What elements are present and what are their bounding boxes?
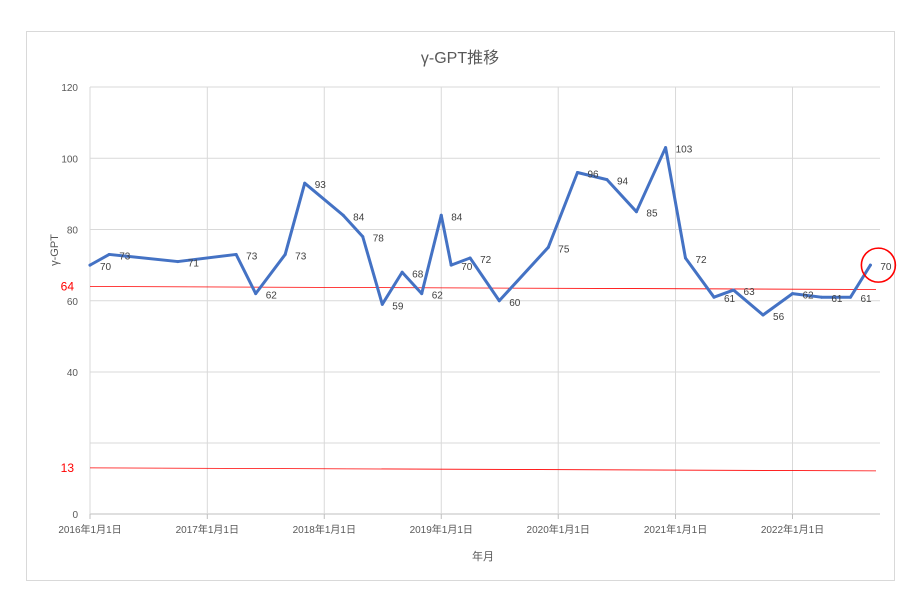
reference-line-label: 64 <box>61 280 75 294</box>
data-point <box>176 260 180 264</box>
data-point <box>88 263 92 267</box>
data-label: 93 <box>315 180 327 191</box>
data-point <box>868 263 872 267</box>
x-tick-label: 2016年1月1日 <box>58 523 121 536</box>
y-tick-label: 60 <box>67 297 79 308</box>
data-point <box>303 181 307 185</box>
data-point <box>819 295 823 299</box>
data-label: 68 <box>412 269 424 280</box>
data-point <box>791 292 795 296</box>
data-point <box>361 235 365 239</box>
data-label: 60 <box>509 298 521 309</box>
y-tick-label: 100 <box>61 154 78 165</box>
data-label: 73 <box>246 251 258 262</box>
data-point <box>468 256 472 260</box>
data-label: 59 <box>392 301 404 312</box>
data-point <box>107 252 111 256</box>
chart-title: γ-GPT推移 <box>421 49 499 67</box>
x-tick-label: 2020年1月1日 <box>527 523 590 536</box>
y-tick-label: 0 <box>72 510 78 521</box>
data-point <box>380 302 384 306</box>
data-point <box>683 256 687 260</box>
x-tick-label: 2018年1月1日 <box>293 523 356 536</box>
data-point <box>420 292 424 296</box>
data-point <box>497 299 501 303</box>
data-point <box>254 292 258 296</box>
x-axis-label: 年月 <box>472 549 494 563</box>
data-point <box>400 270 404 274</box>
data-label: 94 <box>617 177 629 188</box>
data-label: 70 <box>461 262 473 273</box>
data-point <box>283 252 287 256</box>
data-point <box>341 213 345 217</box>
data-label: 61 <box>724 294 736 305</box>
data-label: 61 <box>831 294 843 305</box>
data-label: 63 <box>744 287 756 298</box>
highlight-circle <box>860 247 897 283</box>
y-tick-label: 40 <box>67 368 79 379</box>
x-tick-label: 2017年1月1日 <box>176 523 239 536</box>
data-label: 72 <box>480 255 492 266</box>
data-label: 84 <box>451 212 463 223</box>
data-label: 70 <box>100 262 112 273</box>
y-tick-label: 80 <box>67 226 79 237</box>
data-point <box>712 295 716 299</box>
data-label: 62 <box>803 291 815 302</box>
data-label: 84 <box>353 212 365 223</box>
data-label: 70 <box>880 262 892 273</box>
y-axis-label: γ-GPT <box>49 234 61 266</box>
data-label: 103 <box>676 145 693 156</box>
data-point <box>664 146 668 150</box>
data-label: 73 <box>119 251 131 262</box>
data-label: 78 <box>373 234 385 245</box>
data-label: 56 <box>773 312 785 323</box>
data-label: 73 <box>295 251 307 262</box>
data-point <box>449 263 453 267</box>
x-tick-label: 2021年1月1日 <box>644 523 707 536</box>
reference-line <box>89 467 877 472</box>
data-label: 61 <box>861 294 873 305</box>
data-point <box>732 288 736 292</box>
data-point <box>761 313 765 317</box>
data-label: 71 <box>188 259 200 270</box>
data-point <box>546 245 550 249</box>
data-point <box>634 210 638 214</box>
y-tick-label: 120 <box>61 83 78 94</box>
data-point <box>575 171 579 174</box>
data-label: 62 <box>432 291 444 302</box>
data-label: 72 <box>695 255 707 266</box>
data-point <box>849 295 853 299</box>
reference-line <box>89 286 877 290</box>
reference-line-label: 13 <box>61 461 75 475</box>
x-tick-label: 2022年1月1日 <box>761 523 824 536</box>
x-tick-label: 2019年1月1日 <box>410 523 473 536</box>
data-point <box>234 252 238 256</box>
data-label: 96 <box>587 170 599 181</box>
data-point <box>439 213 443 217</box>
data-label: 75 <box>558 244 570 255</box>
data-point <box>605 178 609 182</box>
data-label: 85 <box>646 209 658 220</box>
data-label: 62 <box>266 291 278 302</box>
